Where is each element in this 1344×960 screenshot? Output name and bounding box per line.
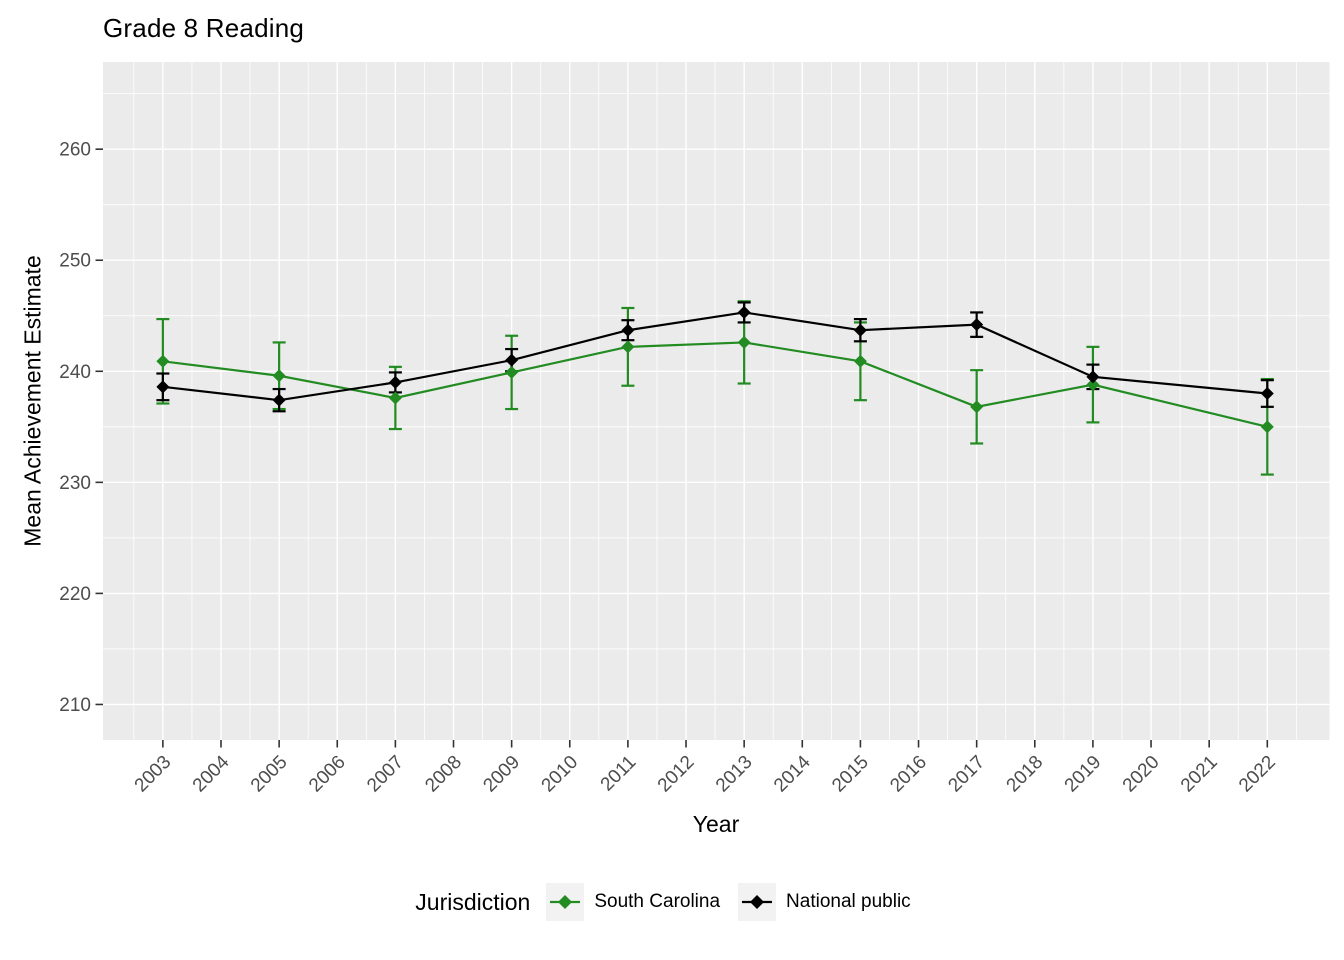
data-point [1086, 370, 1100, 384]
legend: Jurisdiction South Carolina National pub… [0, 881, 1344, 923]
y-tick-label: 210 [59, 695, 91, 716]
data-point [737, 335, 751, 349]
x-tick-label: 2007 [363, 752, 408, 797]
x-tick-label: 2012 [654, 752, 699, 797]
data-point [1086, 378, 1100, 392]
line-diamond-icon [742, 895, 773, 909]
x-axis-title: Year [692, 811, 740, 837]
y-tick-label: 240 [59, 362, 91, 383]
y-tick-label: 230 [59, 473, 91, 494]
data-point [621, 340, 635, 354]
y-tick-label: 220 [59, 584, 91, 605]
x-tick-label: 2010 [538, 752, 583, 797]
x-tick-label: 2021 [1177, 752, 1222, 797]
x-tick-label: 2009 [479, 752, 524, 797]
legend-key-south-carolina [546, 883, 585, 921]
x-tick-label: 2005 [247, 752, 292, 797]
x-tick-label: 2017 [944, 752, 989, 797]
data-point [737, 305, 751, 319]
x-tick-label: 2004 [189, 751, 234, 796]
y-tick-label: 260 [59, 140, 91, 161]
legend-title: Jurisdiction [415, 888, 531, 915]
series-line [162, 311, 1268, 402]
legend-item-south-carolina: South Carolina [546, 883, 720, 921]
x-tick-label: 2003 [131, 752, 176, 797]
x-tick-label: 2011 [597, 752, 641, 796]
line-diamond-icon [550, 895, 581, 909]
x-tick-label: 2018 [1003, 752, 1048, 797]
x-tick-label: 2015 [828, 752, 873, 797]
data-point [505, 365, 519, 379]
data-point [853, 354, 867, 368]
data-point [156, 354, 170, 368]
x-tick-label: 2019 [1061, 752, 1106, 797]
legend-label-south-carolina: South Carolina [594, 891, 721, 912]
legend-key-national-public [738, 883, 777, 921]
panel-background [103, 62, 1330, 740]
data-point [621, 323, 635, 337]
data-point [970, 318, 984, 332]
x-tick-label: 2014 [770, 751, 815, 796]
chart-title: Grade 8 Reading [103, 13, 305, 43]
x-tick-label: 2020 [1119, 752, 1164, 797]
data-point [505, 353, 519, 367]
data-point [853, 323, 867, 337]
y-tick-label: 250 [59, 251, 91, 272]
data-point [156, 380, 170, 394]
data-point [388, 375, 402, 389]
chart-panel: 210 220 230 240 250 260 2003 2004 2005 2006 2007 20… [59, 62, 1330, 797]
x-tick-label: 2013 [712, 752, 757, 797]
data-point [388, 391, 402, 405]
data-point [1260, 420, 1274, 434]
x-tick-label: 2008 [421, 752, 466, 797]
x-tick-label: 2006 [305, 752, 350, 797]
data-point [970, 400, 984, 414]
x-tick-label: 2022 [1235, 752, 1280, 797]
legend-item-national-public: National public [738, 883, 911, 921]
data-point [1260, 387, 1274, 401]
series-line [162, 341, 1268, 428]
data-point [272, 393, 286, 407]
y-axis-title: Mean Achievement Estimate [19, 255, 46, 547]
data-point [272, 369, 286, 383]
x-tick-label: 2016 [886, 752, 931, 797]
legend-label-national-public: National public [786, 891, 911, 912]
